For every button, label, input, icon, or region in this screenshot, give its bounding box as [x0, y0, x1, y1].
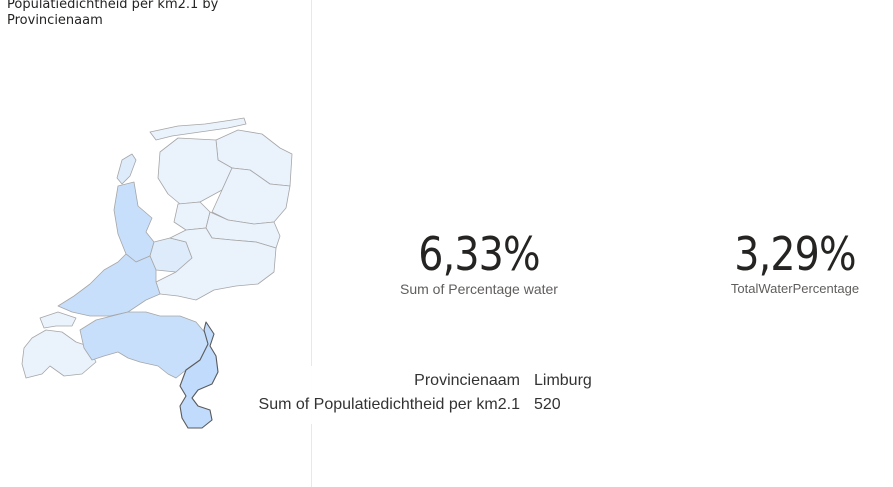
card-total-water-percentage[interactable]: 3,29% TotalWaterPercentage — [712, 228, 878, 298]
card-percentage-water[interactable]: 6,33% Sum of Percentage water — [384, 228, 574, 298]
province-noord-holland[interactable] — [113, 181, 155, 263]
filled-map-visual[interactable]: Populatiedichtheid per km2.1 by Provinci… — [0, 0, 617, 487]
card-label: TotalWaterPercentage — [730, 281, 860, 296]
tooltip-row-province: Provincienaam Limburg — [237, 368, 617, 392]
province-wadden-islands[interactable] — [149, 117, 247, 141]
card-value: 3,29% — [734, 227, 856, 281]
tooltip-key-province: Provincienaam — [414, 372, 520, 389]
map-tooltip: Provincienaam Limburg Sum of Populatiedi… — [237, 366, 617, 424]
map-title: Populatiedichtheid per km2.1 by Provinci… — [7, 0, 219, 28]
card-value: 6,33% — [418, 227, 540, 281]
province-flevoland[interactable] — [173, 201, 211, 231]
province-zeeland[interactable] — [21, 329, 97, 379]
tooltip-value-province: Limburg — [534, 372, 592, 389]
netherlands-province-map[interactable] — [0, 0, 311, 487]
tooltip-value-density: 520 — [534, 396, 561, 413]
tooltip-key-density: Sum of Populatiedichtheid per km2.1 — [258, 396, 520, 413]
card-label: Sum of Percentage water — [400, 281, 558, 297]
province-texel[interactable] — [116, 153, 137, 185]
tooltip-row-density: Sum of Populatiedichtheid per km2.1 520 — [237, 392, 617, 416]
province-zeeland-north[interactable] — [39, 311, 77, 329]
province-limburg[interactable] — [179, 321, 219, 429]
province-gelderland[interactable] — [155, 227, 277, 301]
province-zuid-holland[interactable] — [57, 253, 161, 317]
